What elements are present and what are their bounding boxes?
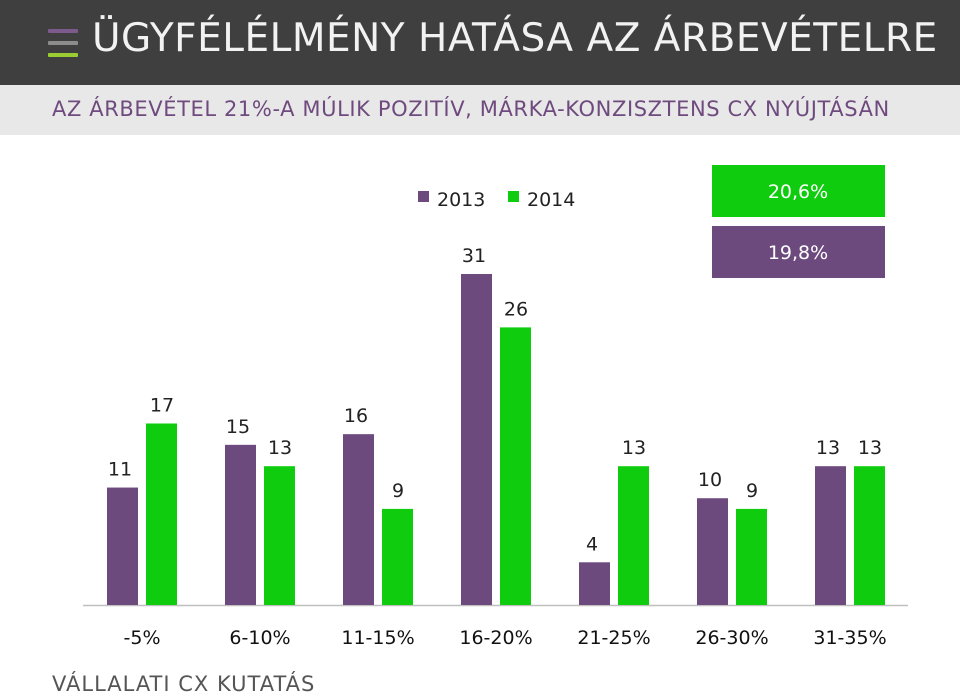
bar-2013-0 bbox=[107, 487, 138, 605]
bar-2014-6 bbox=[854, 466, 885, 605]
hamburger-menu-icon[interactable] bbox=[48, 27, 78, 61]
bar-2013-3 bbox=[461, 274, 492, 605]
data-label-2013-3: 31 bbox=[462, 245, 486, 267]
data-label-2013-5: 10 bbox=[698, 469, 722, 491]
bar-2013-1 bbox=[225, 444, 256, 605]
menu-line-1 bbox=[48, 29, 78, 33]
subtitle-bar: AZ ÁRBEVÉTEL 21%-A MÚLIK POZITÍV, MÁRKA-… bbox=[0, 85, 960, 135]
category-label-2: 11-15% bbox=[341, 627, 414, 649]
category-label-1: 6-10% bbox=[229, 627, 290, 649]
category-label-3: 16-20% bbox=[459, 627, 532, 649]
data-label-2014-2: 9 bbox=[392, 480, 404, 502]
data-label-2013-0: 11 bbox=[108, 459, 132, 481]
legend-label-2014: 2014 bbox=[527, 189, 575, 211]
bar-2014-4 bbox=[618, 466, 649, 605]
page-title: ÜGYFÉLÉLMÉNY HATÁSA AZ ÁRBEVÉTELRE bbox=[92, 16, 938, 61]
legend-swatch-2013 bbox=[418, 191, 429, 202]
bar-2013-2 bbox=[343, 434, 374, 605]
bar-2013-5 bbox=[697, 498, 728, 605]
data-label-2014-5: 9 bbox=[746, 480, 758, 502]
category-label-6: 31-35% bbox=[813, 627, 886, 649]
bar-2013-6 bbox=[815, 466, 846, 605]
category-label-5: 26-30% bbox=[695, 627, 768, 649]
category-label-4: 21-25% bbox=[577, 627, 650, 649]
data-label-2013-6: 13 bbox=[816, 437, 840, 459]
category-label-0: -5% bbox=[124, 627, 161, 649]
bar-2014-0 bbox=[146, 423, 177, 605]
callout-text-0: 20,6% bbox=[768, 181, 828, 203]
data-label-2014-4: 13 bbox=[622, 437, 646, 459]
title-bar: ÜGYFÉLÉLMÉNY HATÁSA AZ ÁRBEVÉTELRE bbox=[0, 0, 960, 85]
data-label-2014-0: 17 bbox=[150, 394, 174, 416]
bar-2014-1 bbox=[264, 466, 295, 605]
source-footer: VÁLLALATI CX KUTATÁS bbox=[52, 672, 316, 696]
bar-2014-2 bbox=[382, 508, 413, 605]
data-label-2014-3: 26 bbox=[504, 298, 528, 320]
bar-2014-3 bbox=[500, 327, 531, 605]
menu-line-2 bbox=[48, 41, 78, 45]
data-label-2013-2: 16 bbox=[344, 405, 368, 427]
data-label-2013-1: 15 bbox=[226, 416, 250, 438]
bar-2013-4 bbox=[579, 562, 610, 605]
legend-label-2013: 2013 bbox=[437, 189, 485, 211]
legend-swatch-2014 bbox=[508, 191, 519, 202]
callout-text-1: 19,8% bbox=[768, 242, 828, 264]
callout-box-0 bbox=[712, 165, 885, 217]
menu-line-3 bbox=[48, 53, 78, 57]
page-subtitle: AZ ÁRBEVÉTEL 21%-A MÚLIK POZITÍV, MÁRKA-… bbox=[52, 97, 890, 121]
callout-box-1 bbox=[712, 226, 885, 278]
data-label-2013-4: 4 bbox=[586, 533, 598, 555]
data-label-2014-6: 13 bbox=[858, 437, 882, 459]
data-label-2014-1: 13 bbox=[268, 437, 292, 459]
bar-2014-5 bbox=[736, 508, 767, 605]
